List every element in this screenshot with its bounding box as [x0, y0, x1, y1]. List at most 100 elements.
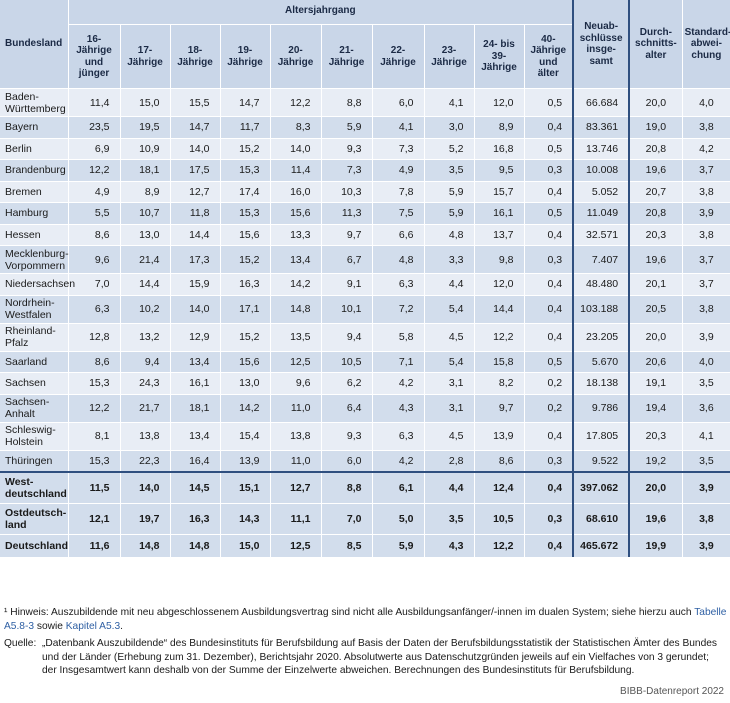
- age-cell: 7,0: [67, 273, 120, 295]
- age-cell: 12,2: [269, 88, 321, 117]
- age-cell: 15,0: [119, 88, 170, 117]
- age-cell: 7,0: [320, 503, 372, 535]
- age-cell: 14,8: [269, 294, 321, 323]
- avg-age-cell: 20,5: [628, 294, 683, 323]
- age-cell: 21,7: [119, 393, 170, 422]
- age-cell: 14,8: [119, 534, 170, 557]
- age-cell: 4,2: [371, 449, 424, 472]
- footnote-sowie: sowie: [36, 620, 63, 632]
- table-row: Niedersachsen 7,0 14,4 15,9 16,3 14,2 9,1 6,3 4,…: [0, 273, 730, 295]
- age-cell: 4,9: [371, 159, 424, 181]
- header-standardabweichung: Standard-abwei-chung: [681, 0, 730, 89]
- age-cell: 13,4: [269, 245, 321, 274]
- age-cell: 6,3: [67, 294, 120, 323]
- summary-row: Ostdeutsch-land 12,1 19,7 16,3 14,3 11,1 7,0 5,…: [0, 503, 730, 535]
- age-cell: 18,1: [119, 159, 170, 181]
- footnote-marker: ¹: [4, 607, 8, 618]
- age-cell: 6,7: [320, 245, 372, 274]
- age-cell: 11,3: [320, 202, 372, 224]
- header-neuabschluesse: Neuab-schlüsse insge-samt: [572, 0, 631, 89]
- total-cell: 68.610: [572, 503, 631, 535]
- age-cell: 16,3: [219, 273, 270, 295]
- avg-age-cell: 19,2: [628, 449, 683, 472]
- age-cell: 4,4: [423, 273, 474, 295]
- age-cell: 7,3: [320, 159, 372, 181]
- sd-cell: 3,9: [681, 471, 730, 504]
- age-cell: 14,3: [219, 503, 270, 535]
- age-cell: 4,9: [67, 180, 120, 203]
- land-cell: Schleswig- Holstein: [0, 421, 68, 450]
- header-age-6: 22- Jährige: [371, 24, 424, 89]
- age-cell: 12,0: [473, 88, 524, 117]
- total-cell: 9.786: [572, 393, 631, 422]
- age-cell: 13,5: [269, 322, 321, 351]
- avg-age-cell: 20,3: [628, 223, 683, 246]
- age-cell: 0,5: [523, 137, 574, 160]
- age-cell: 6,0: [320, 449, 372, 472]
- age-cell: 3,5: [423, 159, 474, 181]
- age-cell: 4,8: [371, 245, 424, 274]
- total-cell: 13.746: [572, 137, 631, 160]
- age-cell: 6,9: [67, 137, 120, 160]
- land-cell: Bremen: [0, 180, 68, 203]
- age-cell: 17,4: [219, 180, 270, 203]
- age-cell: 0,2: [523, 372, 574, 394]
- link-kapitel[interactable]: Kapitel A5.3: [65, 620, 121, 632]
- land-cell: Ostdeutsch-land: [0, 503, 68, 535]
- header-age-1: 17- Jährige: [119, 24, 170, 89]
- table-row: Mecklenburg- Vorpommern 9,6 21,4 17,3 15,2 13,…: [0, 245, 730, 274]
- link-tabelle[interactable]: Tabelle A5.8-3: [4, 607, 727, 632]
- age-cell: 9,8: [473, 245, 524, 274]
- age-cell: 9,4: [119, 350, 170, 373]
- age-cell: 0,5: [523, 88, 574, 117]
- age-cell: 0,4: [523, 116, 574, 138]
- age-cell: 11,4: [67, 88, 120, 117]
- data-table: Bundesland Altersjahrgang Neuab-schlüsse…: [0, 0, 730, 557]
- header-age-3: 19- Jährige: [219, 24, 270, 89]
- age-cell: 0,4: [523, 180, 574, 203]
- age-cell: 5,5: [67, 202, 120, 224]
- header-age-9: 40- Jährige und älter: [523, 24, 574, 89]
- age-cell: 3,5: [423, 503, 474, 535]
- age-cell: 11,1: [269, 503, 321, 535]
- header-age-5: 21- Jährige: [320, 24, 372, 89]
- age-cell: 11,6: [67, 534, 120, 557]
- age-cell: 16,1: [169, 372, 220, 394]
- age-cell: 3,1: [423, 393, 474, 422]
- age-cell: 15,1: [219, 471, 270, 504]
- avg-age-cell: 19,1: [628, 372, 683, 394]
- land-cell: Deutschland: [0, 534, 68, 557]
- age-cell: 13,3: [269, 223, 321, 246]
- avg-age-cell: 19,6: [628, 159, 683, 181]
- age-cell: 13,8: [119, 421, 170, 450]
- age-cell: 16,1: [473, 202, 524, 224]
- age-cell: 12,2: [67, 159, 120, 181]
- age-cell: 10,7: [119, 202, 170, 224]
- sd-cell: 3,9: [681, 534, 730, 557]
- table-summary: West-deutschland 11,5 14,0 14,5 15,1 12,7 8,8 6…: [0, 471, 730, 557]
- header-altersjahrgang: Altersjahrgang: [67, 0, 574, 25]
- table-header: Bundesland Altersjahrgang Neuab-schlüsse…: [0, 0, 730, 89]
- age-cell: 4,3: [371, 393, 424, 422]
- total-cell: 7.407: [572, 245, 631, 274]
- age-cell: 14,0: [269, 137, 321, 160]
- age-cell: 9,4: [320, 322, 372, 351]
- summary-row: West-deutschland 11,5 14,0 14,5 15,1 12,7 8,8 6…: [0, 471, 730, 504]
- age-cell: 15,7: [473, 180, 524, 203]
- avg-age-cell: 19,0: [628, 116, 683, 138]
- age-cell: 10,5: [320, 350, 372, 373]
- age-cell: 4,1: [371, 116, 424, 138]
- age-cell: 4,4: [423, 471, 474, 504]
- sd-cell: 3,9: [681, 202, 730, 224]
- age-cell: 13,0: [219, 372, 270, 394]
- header-age-0: 16- Jährige und jünger: [67, 24, 120, 89]
- age-cell: 22,3: [119, 449, 170, 472]
- age-cell: 15,6: [269, 202, 321, 224]
- age-cell: 0,4: [523, 322, 574, 351]
- land-cell: Berlin: [0, 137, 68, 160]
- age-cell: 5,4: [423, 294, 474, 323]
- source-text: „Datenbank Auszubildende“ des Bundesinst…: [42, 638, 718, 676]
- age-cell: 6,2: [320, 372, 372, 394]
- age-cell: 13,0: [119, 223, 170, 246]
- age-cell: 23,5: [67, 116, 120, 138]
